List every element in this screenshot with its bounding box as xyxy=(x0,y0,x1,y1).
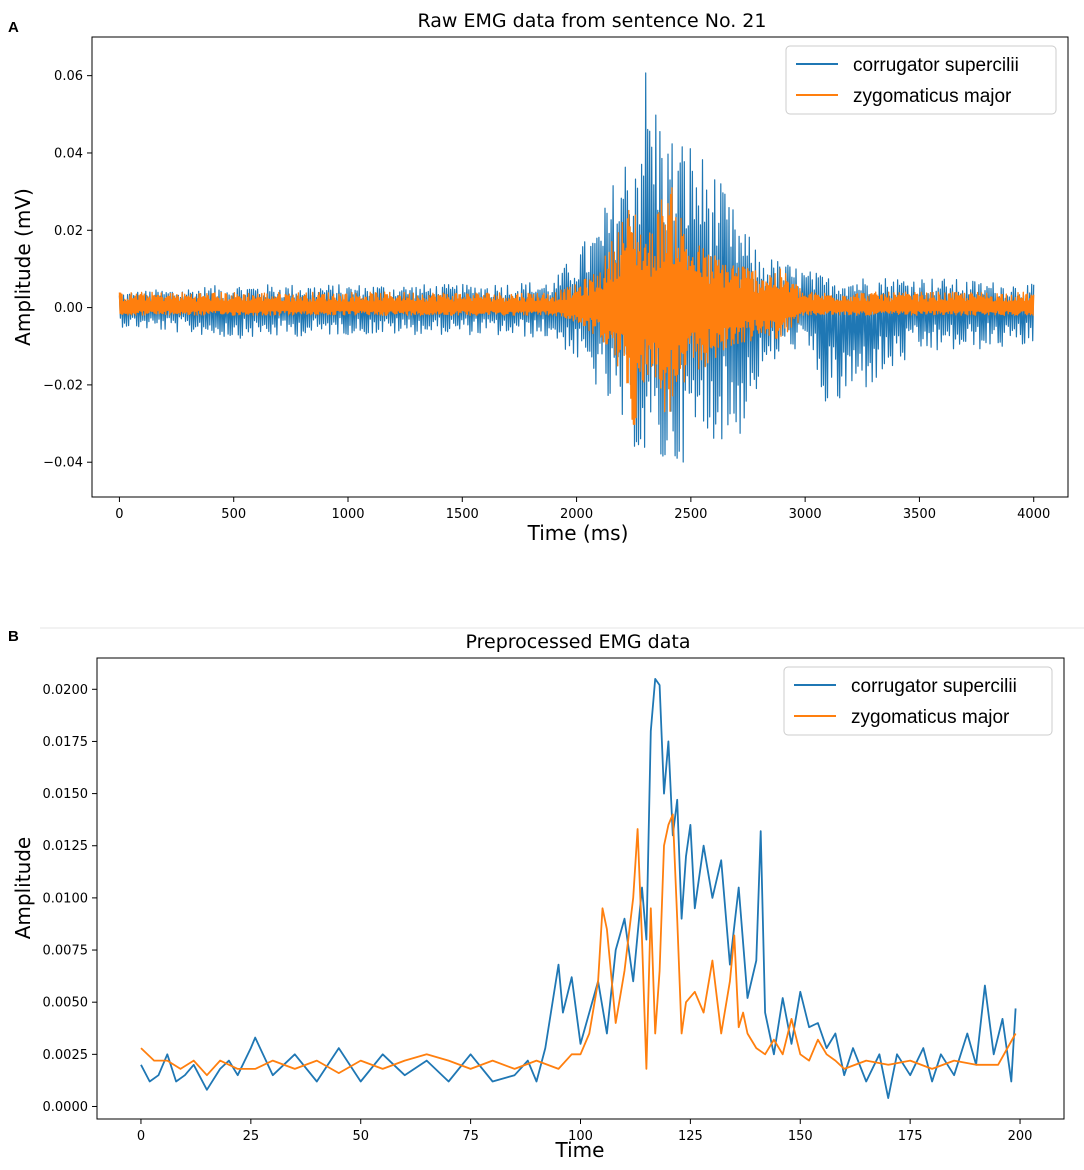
panel-a-plot-frame xyxy=(91,36,1069,498)
panel-b-x-tick-label: 50 xyxy=(352,1129,369,1144)
panel-a-x-tick-label: 1000 xyxy=(331,507,364,522)
panel-b-y-tick-label: 0.0000 xyxy=(43,1100,89,1115)
panel-b-letter: B xyxy=(8,628,19,645)
panel-a-x-axis-label: Time (ms) xyxy=(527,521,629,545)
panel-b-x-tick-label: 75 xyxy=(462,1129,479,1144)
panel-a-series-zygomaticus-line xyxy=(118,187,1035,426)
panel-a-y-tick-label: −0.04 xyxy=(43,456,83,471)
panel-b-y-tick-label: 0.0075 xyxy=(43,944,89,959)
panel-a-letter: A xyxy=(8,19,19,36)
panel-a-x-tick-label: 2500 xyxy=(674,507,707,522)
panel-a-y-tick-label: 0.06 xyxy=(54,69,83,84)
panel-a-x-tick-label: 2000 xyxy=(560,507,593,522)
panel-a-series-group xyxy=(118,72,1035,463)
panel-b-y-ticks: 0.0000 0.0025 0.0050 0.0075 0.0100 0.0125 0.01… xyxy=(43,683,97,1115)
panel-b-y-tick-label: 0.0025 xyxy=(43,1048,89,1063)
panel-b-series-zygomaticus-line xyxy=(140,813,1017,1077)
panel-b-y-tick-label: 0.0100 xyxy=(43,891,89,906)
panel-b-series-group xyxy=(140,678,1017,1099)
panel-b-legend-label-corrugator: corrugator supercilii xyxy=(851,676,1017,697)
panel-a-title: Raw EMG data from sentence No. 21 xyxy=(417,10,766,32)
panel-a-y-tick-label: −0.02 xyxy=(43,378,83,393)
panel-b-title: Preprocessed EMG data xyxy=(466,631,691,653)
panel-a-legend-label-corrugator: corrugator supercilii xyxy=(853,55,1019,76)
panel-a-legend-label-zygomaticus: zygomaticus major xyxy=(853,86,1012,107)
panel-b-y-tick-label: 0.0175 xyxy=(43,735,89,750)
panel-b-y-tick-label: 0.0150 xyxy=(43,787,89,802)
panel-a-x-tick-label: 4000 xyxy=(1017,507,1050,522)
panel-b-x-tick-label: 125 xyxy=(678,1129,703,1144)
panel-a-y-ticks: −0.04 −0.02 0.00 0.02 0.04 0.06 xyxy=(43,69,92,471)
panel-b-x-tick-label: 150 xyxy=(788,1129,813,1144)
panel-b-x-tick-label: 200 xyxy=(1008,1129,1033,1144)
panel-b-y-tick-label: 0.0200 xyxy=(43,683,89,698)
panel-b-legend: corrugator supercilii zygomaticus major xyxy=(783,666,1053,736)
panel-a-x-tick-label: 1500 xyxy=(446,507,479,522)
panel-a-y-axis-label: Amplitude (mV) xyxy=(11,188,35,346)
panel-b-y-axis-label: Amplitude xyxy=(11,837,35,940)
panel-b-x-tick-label: 0 xyxy=(137,1129,145,1144)
panel-b-x-tick-label: 25 xyxy=(243,1129,260,1144)
panel-b-legend-label-zygomaticus: zygomaticus major xyxy=(851,707,1010,728)
panel-a-legend: corrugator supercilii zygomaticus major xyxy=(785,45,1057,115)
panel-b-x-axis-label: Time xyxy=(555,1138,605,1162)
panel-b-x-ticks: 0 25 50 75 100 125 150 175 200 xyxy=(137,1119,1033,1144)
panel-b-x-tick-label: 175 xyxy=(898,1129,923,1144)
panel-a-x-tick-label: 0 xyxy=(115,507,123,522)
panel-a-x-tick-label: 3000 xyxy=(789,507,822,522)
panel-b-y-tick-label: 0.0125 xyxy=(43,839,89,854)
panel-a-x-tick-label: 3500 xyxy=(903,507,936,522)
panel-a-y-tick-label: 0.02 xyxy=(54,224,83,239)
panel-a-series-corrugator-line xyxy=(118,72,1035,463)
panel-b-legend-box xyxy=(783,666,1053,736)
panel-a: A Raw EMG data from sentence No. 21 0 500… xyxy=(8,10,1069,545)
panel-a-legend-box xyxy=(785,45,1057,115)
panel-a-x-ticks: 0 500 1000 1500 2000 2500 3000 3500 4000 xyxy=(115,497,1050,522)
panel-b-x-tick-label: 100 xyxy=(568,1129,593,1144)
panel-a-x-tick-label: 500 xyxy=(221,507,246,522)
panel-a-y-tick-label: 0.00 xyxy=(54,301,83,316)
panel-b: B Preprocessed EMG data 0 25 50 75 100 125 150… xyxy=(8,628,1065,1162)
panel-a-y-tick-label: 0.04 xyxy=(54,146,83,161)
panel-b-y-tick-label: 0.0050 xyxy=(43,996,89,1011)
panel-b-series-corrugator-line xyxy=(140,678,1017,1099)
